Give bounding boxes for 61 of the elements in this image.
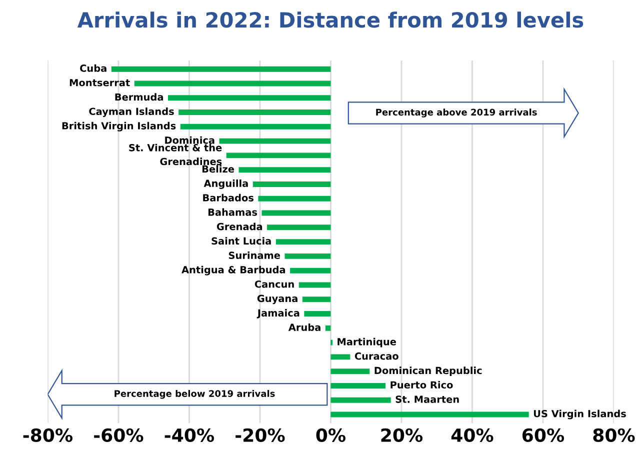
bar — [134, 80, 331, 86]
y-tick-label: Anguilla — [204, 179, 248, 189]
x-tick-label: 0% — [316, 428, 346, 442]
y-tick-label: Guyana — [257, 294, 298, 304]
bar — [111, 66, 331, 72]
bar — [330, 412, 529, 418]
y-tick-label: Cancun — [254, 280, 294, 288]
y-tick-label: St. Maarten — [396, 396, 459, 403]
bar — [325, 325, 331, 331]
x-tick-label: -40% — [164, 428, 214, 442]
chart-title: Arrivals in 2022: Distance from 2019 levels — [77, 12, 584, 28]
bar — [330, 382, 386, 388]
y-tick-label: Antigua & Barbuda — [182, 266, 286, 276]
y-tick-label: Dominican Republic — [374, 366, 482, 376]
bar — [330, 368, 370, 374]
y-tick-label: Suriname — [228, 251, 280, 260]
x-tick-label: 60% — [522, 428, 564, 442]
y-tick-label: Puerto Rico — [390, 381, 453, 389]
x-tick-label: -60% — [94, 428, 144, 442]
bar — [252, 181, 331, 187]
bar — [330, 397, 391, 403]
y-tick-label: Jamaica — [256, 309, 300, 318]
bar — [302, 296, 331, 302]
y-tick-label: British Virgin Islands — [62, 122, 176, 132]
y-tick-label: St. Vincent & the Grenadines — [129, 144, 222, 166]
bar — [276, 239, 331, 245]
y-tick-label: Curacao — [354, 352, 398, 360]
y-tick-label: Dominica — [165, 136, 214, 144]
bar — [168, 95, 331, 101]
bar — [298, 282, 331, 288]
y-tick-label: Martinique — [338, 338, 396, 348]
x-tick-label: -80% — [23, 428, 72, 442]
bar — [178, 110, 331, 115]
annotation: Percentage below 2019 arrivals — [114, 390, 275, 399]
bar — [180, 124, 331, 130]
y-tick-label: Cuba — [80, 64, 106, 72]
y-tick-label: Belize — [202, 165, 234, 173]
bar — [262, 210, 331, 216]
y-tick-label: Bahamas — [208, 208, 258, 216]
y-tick-label: Saint Lucia — [212, 237, 271, 245]
x-tick-label: -20% — [236, 428, 285, 442]
bar — [290, 268, 331, 274]
y-tick-label: Montserrat — [70, 79, 130, 86]
bar — [226, 152, 331, 158]
bar — [238, 167, 331, 173]
y-tick-label: Bermuda — [115, 93, 163, 101]
annotation: Percentage above 2019 arrivals — [376, 108, 537, 118]
y-tick-label: Aruba — [288, 323, 320, 331]
y-tick-label: US Virgin Islands — [534, 410, 626, 420]
bar — [284, 253, 331, 259]
y-tick-label: Cayman Islands — [89, 108, 174, 118]
x-tick-label: 80% — [593, 428, 635, 442]
bar — [267, 224, 331, 230]
bar — [304, 311, 331, 316]
bar — [330, 354, 350, 360]
y-tick-label: Barbados — [203, 194, 254, 202]
y-tick-label: Grenada — [216, 222, 262, 230]
bar — [219, 138, 331, 144]
x-tick-label: 20% — [381, 428, 423, 442]
x-tick-label: 40% — [451, 428, 494, 442]
bar — [258, 196, 331, 202]
